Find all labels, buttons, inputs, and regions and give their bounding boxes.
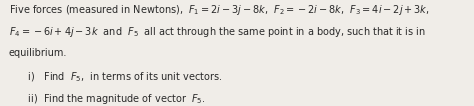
Text: Five forces (measured in Newtons),  $F_1 = 2i-3j-8k$,  $F_2 = -2i-8k$,  $F_3 = 4: Five forces (measured in Newtons), $F_1 … (9, 3, 429, 17)
Text: ii)  Find the magnitude of vector  $F_5$.: ii) Find the magnitude of vector $F_5$. (9, 92, 205, 106)
Text: i)   Find  $F_5$,  in terms of its unit vectors.: i) Find $F_5$, in terms of its unit vect… (9, 70, 222, 84)
Text: equilibrium.: equilibrium. (9, 48, 67, 58)
Text: $F_4 = -6i+4j-3k$  and  $F_5$  all act through the same point in a body, such th: $F_4 = -6i+4j-3k$ and $F_5$ all act thro… (9, 25, 425, 39)
